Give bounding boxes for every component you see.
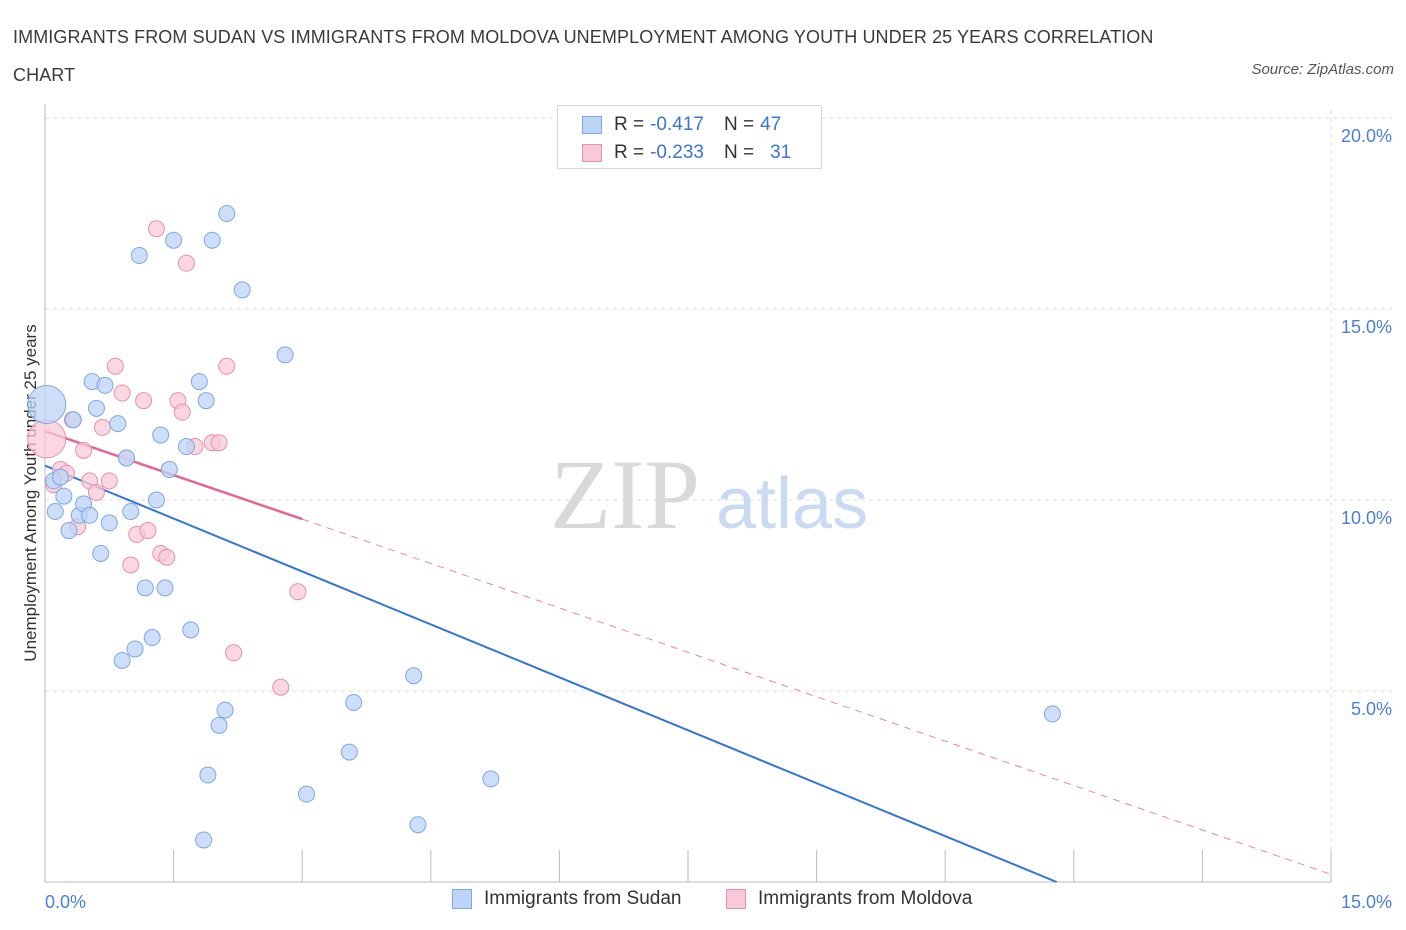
moldova-point	[27, 419, 67, 459]
watermark: ZIP atlas	[550, 439, 868, 550]
sudan-point	[1043, 705, 1061, 723]
legend-label-moldova: Immigrants from Moldova	[758, 888, 973, 909]
sudan-point	[203, 231, 221, 249]
sudan-point	[109, 415, 127, 433]
legend-item-sudan[interactable]: Immigrants from Sudan	[452, 888, 681, 910]
legend-label-sudan: Immigrants from Sudan	[484, 888, 682, 909]
sudan-point	[122, 502, 140, 520]
moldova-legend-swatch	[726, 889, 746, 909]
moldova-point	[147, 220, 165, 238]
sudan-point	[130, 247, 148, 265]
moldova-point	[87, 483, 105, 501]
axes	[44, 104, 1332, 883]
sudan-point	[96, 376, 114, 394]
data-points	[27, 205, 1061, 849]
sudan-point	[409, 816, 427, 834]
y-tick-label: 15.0%	[1341, 317, 1392, 337]
sudan-point	[51, 468, 69, 486]
moldova-point	[289, 583, 307, 601]
sudan-point	[117, 449, 135, 467]
moldova-point	[93, 418, 111, 436]
r-label: R =	[614, 114, 645, 135]
sudan-point	[136, 579, 154, 597]
moldova-point	[139, 522, 157, 540]
stats-row-moldova: R = -0.233 N = 31	[582, 138, 791, 168]
x-tick-label: 0.0%	[45, 892, 86, 912]
sudan-point	[81, 506, 99, 524]
sudan-point	[195, 831, 213, 849]
moldova-point	[75, 441, 93, 459]
y-tick-label: 20.0%	[1341, 126, 1392, 146]
sudan-point	[297, 785, 315, 803]
sudan-point	[87, 399, 105, 417]
sudan-point	[190, 373, 208, 391]
sudan-point	[276, 346, 294, 364]
sudan-point	[177, 438, 195, 456]
sudan-point	[113, 651, 131, 669]
x-tick-label: 15.0%	[1341, 892, 1392, 912]
moldova-swatch	[582, 144, 602, 162]
sudan-legend-swatch	[452, 889, 472, 909]
sudan-point	[160, 460, 178, 478]
sudan-point	[55, 487, 73, 505]
y-axis-label: Unemployment Among Youth under 25 years	[21, 324, 40, 661]
legend-item-moldova[interactable]: Immigrants from Moldova	[726, 888, 972, 910]
source-label: Source: ZipAtlas.com	[1251, 61, 1394, 78]
r-value: -0.233	[650, 142, 704, 163]
sudan-point	[165, 231, 183, 249]
moldova-point	[225, 644, 243, 662]
sudan-point	[46, 502, 64, 520]
sudan-point	[60, 522, 78, 540]
sudan-point	[197, 392, 215, 410]
n-value: 47	[760, 114, 782, 135]
moldova-point	[100, 472, 118, 490]
tick-labels: 5.0% 10.0% 15.0% 20.0% 0.0% 15.0%	[45, 126, 1392, 912]
moldova-point	[135, 392, 153, 410]
moldova-point	[177, 254, 195, 272]
sudan-point	[482, 770, 500, 788]
moldova-point	[113, 384, 131, 402]
moldova-point	[158, 548, 176, 566]
sudan-point	[218, 205, 236, 222]
sudan-point	[405, 667, 423, 685]
sudan-point	[182, 621, 200, 639]
sudan-point	[233, 281, 251, 299]
sudan-point	[152, 426, 170, 444]
sudan-swatch	[582, 116, 602, 134]
sudan-point	[210, 716, 228, 734]
moldova-trend-extension	[302, 518, 1332, 875]
moldova-point	[272, 678, 290, 696]
watermark-atlas: atlas	[716, 464, 868, 544]
watermark-zip: ZIP	[550, 439, 700, 550]
stats-legend: R = -0.417 N = 47 R = -0.233 N = 31	[557, 105, 822, 169]
r-label: R =	[614, 142, 645, 163]
moldova-point	[218, 357, 236, 375]
sudan-point	[92, 544, 110, 562]
chart-title: IMMIGRANTS FROM SUDAN VS IMMIGRANTS FROM…	[13, 27, 1154, 85]
moldova-point	[106, 357, 124, 375]
sudan-point	[100, 514, 118, 532]
n-label: N =	[723, 142, 755, 163]
sudan-point	[199, 766, 217, 784]
moldova-point	[210, 434, 228, 452]
sudan-point	[345, 693, 363, 711]
moldova-point	[122, 556, 140, 574]
sudan-trend-line	[44, 464, 1058, 883]
sudan-point	[27, 385, 67, 424]
stats-row-sudan: R = -0.417 N = 47	[582, 110, 781, 140]
n-label: N =	[723, 114, 755, 135]
sudan-point	[64, 411, 82, 429]
sudan-point	[147, 491, 165, 509]
y-tick-label: 5.0%	[1351, 699, 1392, 719]
sudan-point	[156, 579, 174, 597]
sudan-point	[126, 640, 144, 658]
sudan-point	[340, 743, 358, 761]
y-tick-label: 10.0%	[1341, 508, 1392, 528]
sudan-point	[143, 629, 161, 647]
sudan-point	[216, 701, 234, 719]
n-value: 31	[770, 142, 792, 163]
r-value: -0.417	[650, 114, 704, 135]
moldova-point	[173, 403, 191, 421]
